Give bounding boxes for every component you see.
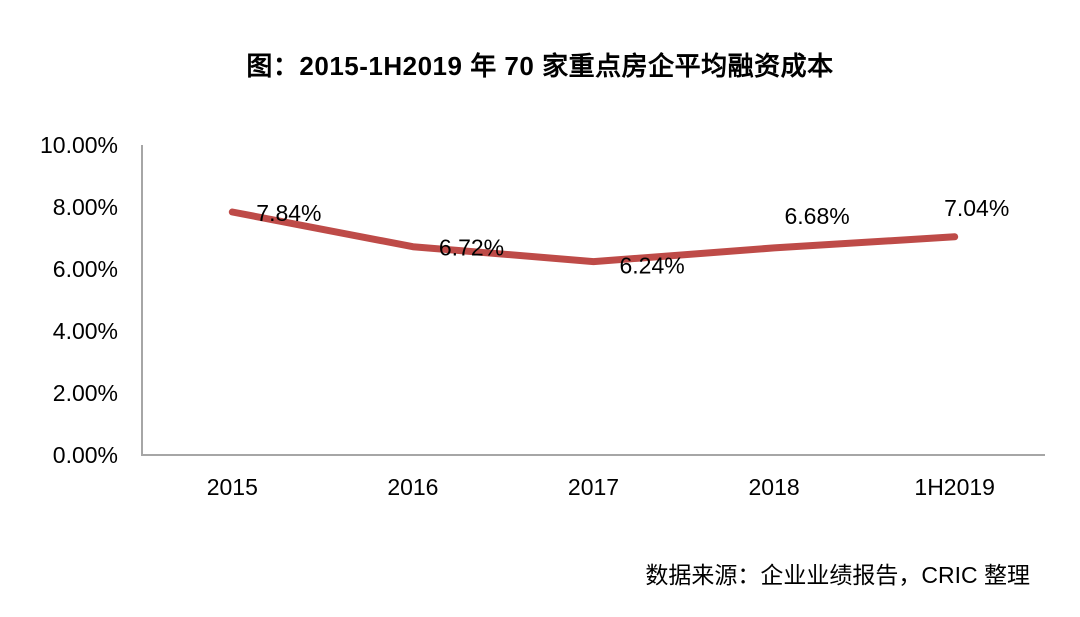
data-point-label: 6.24% [620,253,685,279]
data-point-label: 6.68% [784,203,849,229]
data-point-label: 6.72% [439,235,504,261]
series-line [228,208,959,266]
x-axis-tick-label: 2017 [568,474,619,500]
axis-lines [141,145,1045,456]
x-axis-tick-label: 2015 [207,474,258,500]
y-axis-tick-label: 2.00% [53,380,118,406]
x-axis-tick-label: 2018 [749,474,800,500]
y-axis-tick-label: 6.00% [53,256,118,282]
y-axis-tick-label: 10.00% [40,132,118,158]
data-source-note: 数据来源：企业业绩报告，CRIC 整理 [645,562,1030,588]
y-axis-tick-label: 8.00% [53,194,118,220]
y-axis-tick-label: 0.00% [53,442,118,468]
y-axis-tick-label: 4.00% [53,318,118,344]
data-point-label: 7.04% [944,195,1009,221]
x-axis-tick-label: 1H2019 [914,474,995,500]
x-axis-tick-label: 2016 [387,474,438,500]
chart-title: 图：2015-1H2019 年 70 家重点房企平均融资成本 [246,51,834,81]
data-point-label: 7.84% [256,200,321,226]
